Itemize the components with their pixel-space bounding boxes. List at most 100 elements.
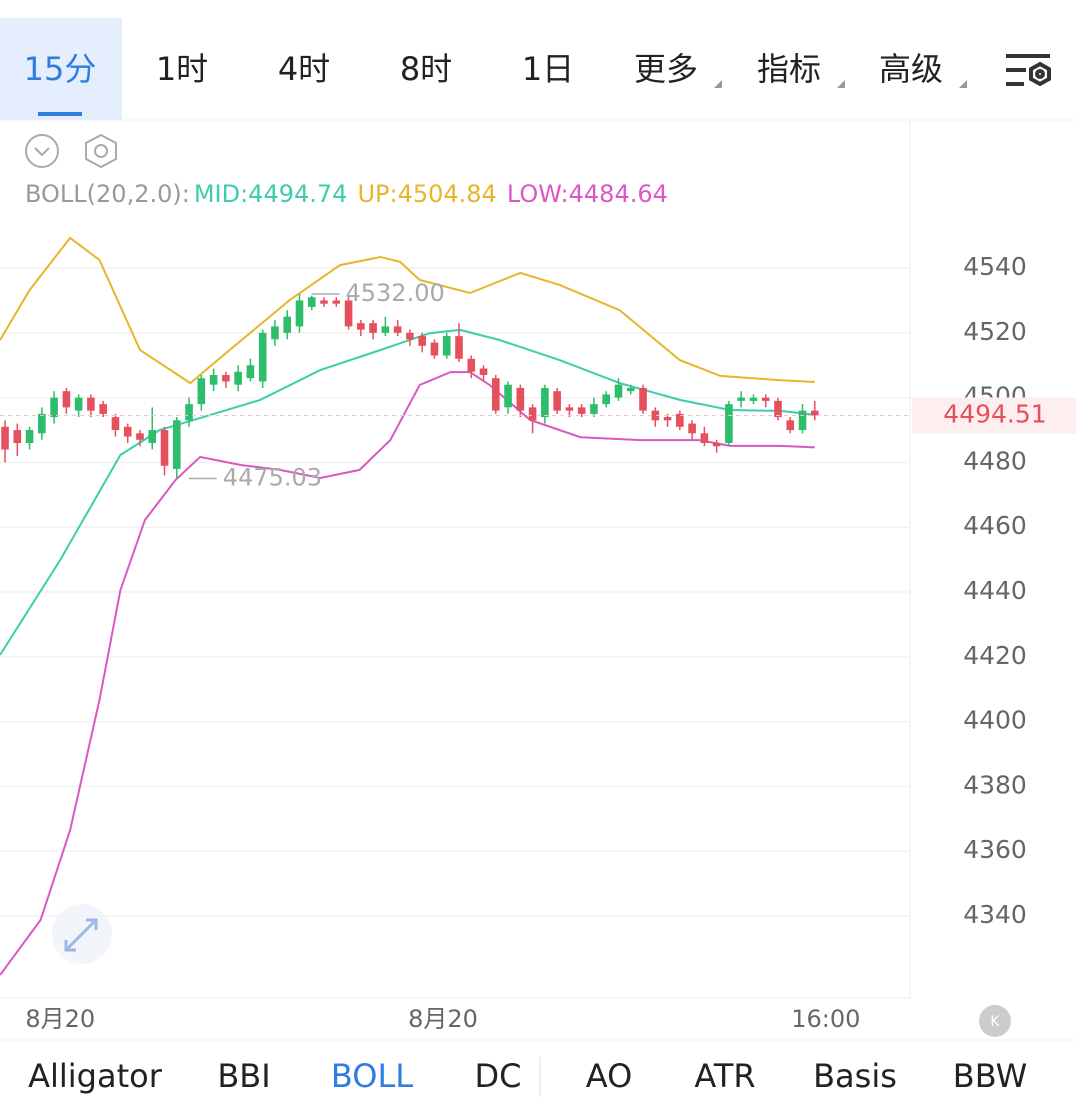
menu-tab[interactable]: 高级 bbox=[879, 50, 943, 88]
timeframe-tab[interactable]: 4时 bbox=[278, 50, 330, 88]
candle-body bbox=[369, 323, 377, 333]
y-tick-label: 4440 bbox=[963, 576, 1027, 605]
legend-entry: LOW:4484.64 bbox=[507, 180, 668, 208]
candle-body bbox=[541, 387, 549, 418]
candle-body bbox=[185, 404, 193, 421]
candle-body bbox=[136, 433, 144, 440]
timeframe-tab[interactable]: 1日 bbox=[522, 50, 574, 88]
timeframe-tab[interactable]: 15分 bbox=[24, 50, 97, 88]
indicator-tab[interactable]: Alligator bbox=[28, 1057, 163, 1095]
candle-body bbox=[332, 300, 341, 304]
candle-body bbox=[553, 391, 561, 411]
expand-button[interactable] bbox=[52, 904, 112, 964]
candle-body bbox=[700, 433, 709, 444]
band-line bbox=[0, 236, 815, 385]
x-tick-label: 8月20 bbox=[25, 1005, 95, 1033]
candle-body bbox=[688, 423, 696, 434]
candle-body bbox=[1, 426, 9, 450]
candle-body bbox=[467, 358, 476, 372]
indicator-tab[interactable]: BBI bbox=[217, 1057, 270, 1095]
legend-entry: MID:4494.74 bbox=[194, 180, 348, 208]
candle-body bbox=[74, 397, 83, 411]
y-tick-label: 4400 bbox=[963, 706, 1027, 735]
candle-body bbox=[393, 326, 402, 333]
y-tick-label: 4460 bbox=[963, 511, 1027, 540]
candle-body bbox=[87, 397, 95, 411]
band-line bbox=[0, 371, 815, 976]
indicator-tab[interactable]: BBW bbox=[953, 1057, 1027, 1095]
chart: 15分 1时 4时 8时 1日 更多 指标 高级 4340 4360 4380 4400 4420 444… bbox=[0, 18, 1076, 1095]
indicator-tab[interactable]: ATR bbox=[694, 1057, 755, 1095]
candle-body bbox=[406, 332, 414, 340]
candle-body bbox=[307, 297, 316, 307]
candle-body bbox=[810, 410, 819, 416]
y-tick-label: 4480 bbox=[963, 446, 1027, 475]
candle-body bbox=[712, 443, 721, 447]
candle-body bbox=[344, 300, 353, 327]
candle-body bbox=[725, 404, 733, 444]
candle-body bbox=[13, 430, 22, 444]
candle-body bbox=[602, 394, 611, 405]
active-tab-indicator bbox=[38, 112, 82, 116]
candle-body bbox=[504, 384, 512, 408]
y-tick-label: 4340 bbox=[963, 900, 1027, 929]
y-tick-label: 4540 bbox=[963, 252, 1027, 281]
candle-body bbox=[271, 326, 279, 340]
indicator-tab[interactable]: BOLL bbox=[331, 1057, 413, 1095]
reset-button[interactable]: K bbox=[979, 1005, 1011, 1037]
candle-body bbox=[246, 365, 255, 379]
menu-caret bbox=[959, 80, 967, 88]
svg-text:K: K bbox=[990, 1014, 1000, 1030]
candle-body bbox=[565, 407, 574, 411]
menu-caret bbox=[714, 80, 722, 88]
candle-body bbox=[614, 384, 623, 398]
candle-body bbox=[455, 336, 463, 359]
candle-body bbox=[676, 413, 684, 427]
candle-body bbox=[639, 387, 647, 411]
timeframe-tab[interactable]: 1时 bbox=[156, 50, 208, 88]
candle-body bbox=[528, 407, 537, 421]
legend-entry: UP:4504.84 bbox=[357, 180, 496, 208]
band-line bbox=[0, 328, 815, 656]
chart-tools[interactable] bbox=[25, 133, 117, 169]
candle-body bbox=[197, 378, 206, 405]
menu-caret bbox=[837, 80, 845, 88]
candle-body bbox=[430, 342, 439, 356]
candle-body bbox=[172, 420, 181, 469]
candle-body bbox=[320, 300, 328, 304]
indicator-tab[interactable]: Basis bbox=[813, 1057, 897, 1095]
candle-body bbox=[160, 430, 169, 466]
menu-tab[interactable]: 更多 bbox=[634, 50, 698, 88]
candle-body bbox=[651, 410, 660, 421]
candle-body bbox=[516, 387, 525, 411]
candle-body bbox=[737, 397, 745, 401]
candle-body bbox=[418, 336, 426, 346]
candle-body bbox=[209, 374, 218, 385]
candle-body bbox=[234, 371, 242, 385]
plot-area bbox=[0, 236, 819, 976]
candle-body bbox=[590, 404, 598, 414]
y-tick-label: 4420 bbox=[963, 641, 1027, 670]
indicator-tab[interactable]: DC bbox=[475, 1057, 522, 1095]
candle-body bbox=[38, 413, 46, 434]
candle-body bbox=[786, 420, 795, 431]
candle-body bbox=[283, 316, 292, 333]
extreme-label: 4532.00 bbox=[345, 279, 444, 307]
candle-body bbox=[222, 374, 230, 382]
candle-body bbox=[491, 378, 500, 411]
candle-body bbox=[258, 332, 267, 382]
indicator-tab[interactable]: AO bbox=[586, 1057, 633, 1095]
menu-tab[interactable]: 指标 bbox=[757, 50, 821, 88]
timeframe-tab[interactable]: 8时 bbox=[400, 50, 452, 88]
candle-body bbox=[442, 336, 451, 356]
indicator-name: BOLL(20,2.0): bbox=[25, 180, 190, 208]
settings-icon[interactable] bbox=[1006, 54, 1051, 87]
y-tick-label: 4520 bbox=[963, 317, 1027, 346]
candle-body bbox=[111, 417, 120, 431]
candle-body bbox=[761, 397, 770, 401]
x-tick-label: 8月20 bbox=[408, 1005, 478, 1033]
extreme-label: 4475.03 bbox=[223, 464, 322, 492]
candle-body bbox=[577, 407, 586, 414]
candle-body bbox=[798, 410, 807, 431]
